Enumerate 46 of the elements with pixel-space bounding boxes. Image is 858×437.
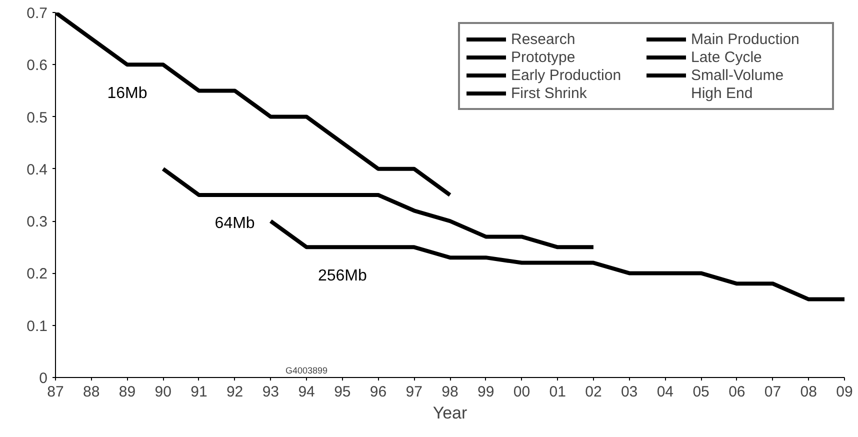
x-tick-label: 05 xyxy=(692,384,710,400)
x-tick-label: 02 xyxy=(585,384,602,400)
y-tick-label: 0.4 xyxy=(26,161,48,178)
x-tick-label: 06 xyxy=(728,384,746,400)
x-tick-label: 88 xyxy=(83,384,100,400)
x-tick-label: 08 xyxy=(800,384,817,400)
x-tick-label: 00 xyxy=(513,384,530,400)
legend-label: Small-Volume xyxy=(691,66,785,84)
y-tick-label: 0.2 xyxy=(26,266,48,283)
y-tick-label: 0.1 xyxy=(26,318,48,335)
series-label: 16Mb xyxy=(107,84,148,102)
line-series xyxy=(268,219,844,302)
series-label: 64Mb xyxy=(214,215,255,232)
legend-label: Early Production xyxy=(511,66,622,84)
x-tick-label: 90 xyxy=(154,384,172,400)
line-series xyxy=(161,166,596,250)
x-tick-label: 93 xyxy=(262,384,280,400)
y-tick-label: 0.3 xyxy=(26,214,48,231)
x-tick-label: 01 xyxy=(549,384,566,400)
x-tick-label: 03 xyxy=(620,384,638,400)
y-tick-label: 0.7 xyxy=(26,5,48,22)
x-tick-label: 89 xyxy=(118,384,136,400)
x-tick-label: 98 xyxy=(442,384,458,400)
y-tick-label: 0 xyxy=(39,370,48,387)
x-tick-label: 87 xyxy=(47,384,64,400)
x-tick-label: 09 xyxy=(836,384,853,400)
series-label: 256Mb xyxy=(318,267,367,284)
y-tick-label: 0.6 xyxy=(26,57,48,74)
x-tick-label: 92 xyxy=(226,384,244,400)
annotation: G4003899 xyxy=(286,366,328,376)
x-axis-title: Year xyxy=(432,404,468,422)
x-tick-label: 04 xyxy=(656,384,674,400)
x-tick-label: 96 xyxy=(370,384,387,400)
x-tick-label: 97 xyxy=(406,384,422,400)
legend-label: Prototype xyxy=(511,48,576,66)
legend-label: Late Cycle xyxy=(691,48,763,66)
x-tick-label: 07 xyxy=(764,384,782,400)
legend-label: Research xyxy=(511,30,576,48)
text: High End xyxy=(691,84,754,102)
x-tick-label: 94 xyxy=(298,384,315,400)
x-tick-label: 95 xyxy=(334,384,351,400)
x-tick-label: 91 xyxy=(190,384,208,400)
x-tick-label: 99 xyxy=(478,384,494,400)
legend-label: First Shrink xyxy=(511,84,588,102)
legend-label: Main Production xyxy=(691,30,800,48)
y-tick-label: 0.5 xyxy=(26,109,48,126)
